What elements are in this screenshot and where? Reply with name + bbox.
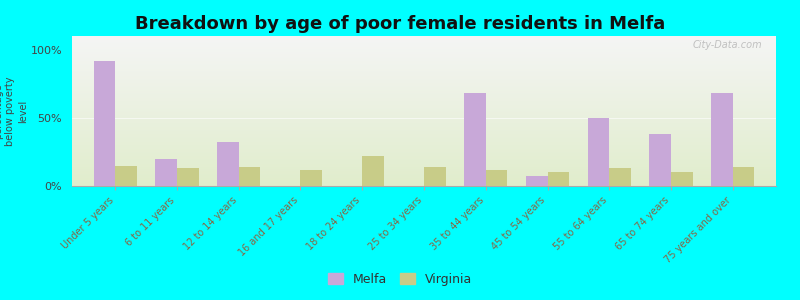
Bar: [711, 93, 733, 186]
Bar: [115, 166, 137, 186]
Bar: [424, 167, 446, 186]
Bar: [650, 134, 671, 186]
Bar: [547, 172, 569, 186]
Bar: [671, 172, 693, 186]
Bar: [301, 169, 322, 186]
Y-axis label: percentage
below poverty
level: percentage below poverty level: [0, 76, 28, 146]
Bar: [526, 176, 547, 186]
Bar: [155, 159, 177, 186]
Bar: [464, 93, 486, 186]
Text: City-Data.com: City-Data.com: [692, 40, 762, 50]
Bar: [486, 169, 507, 186]
Bar: [588, 118, 610, 186]
Bar: [733, 167, 754, 186]
Bar: [362, 156, 384, 186]
Bar: [610, 168, 631, 186]
Bar: [94, 61, 115, 186]
Bar: [177, 168, 198, 186]
Legend: Melfa, Virginia: Melfa, Virginia: [323, 268, 477, 291]
Bar: [217, 142, 238, 186]
Text: Breakdown by age of poor female residents in Melfa: Breakdown by age of poor female resident…: [135, 15, 665, 33]
Bar: [238, 167, 260, 186]
